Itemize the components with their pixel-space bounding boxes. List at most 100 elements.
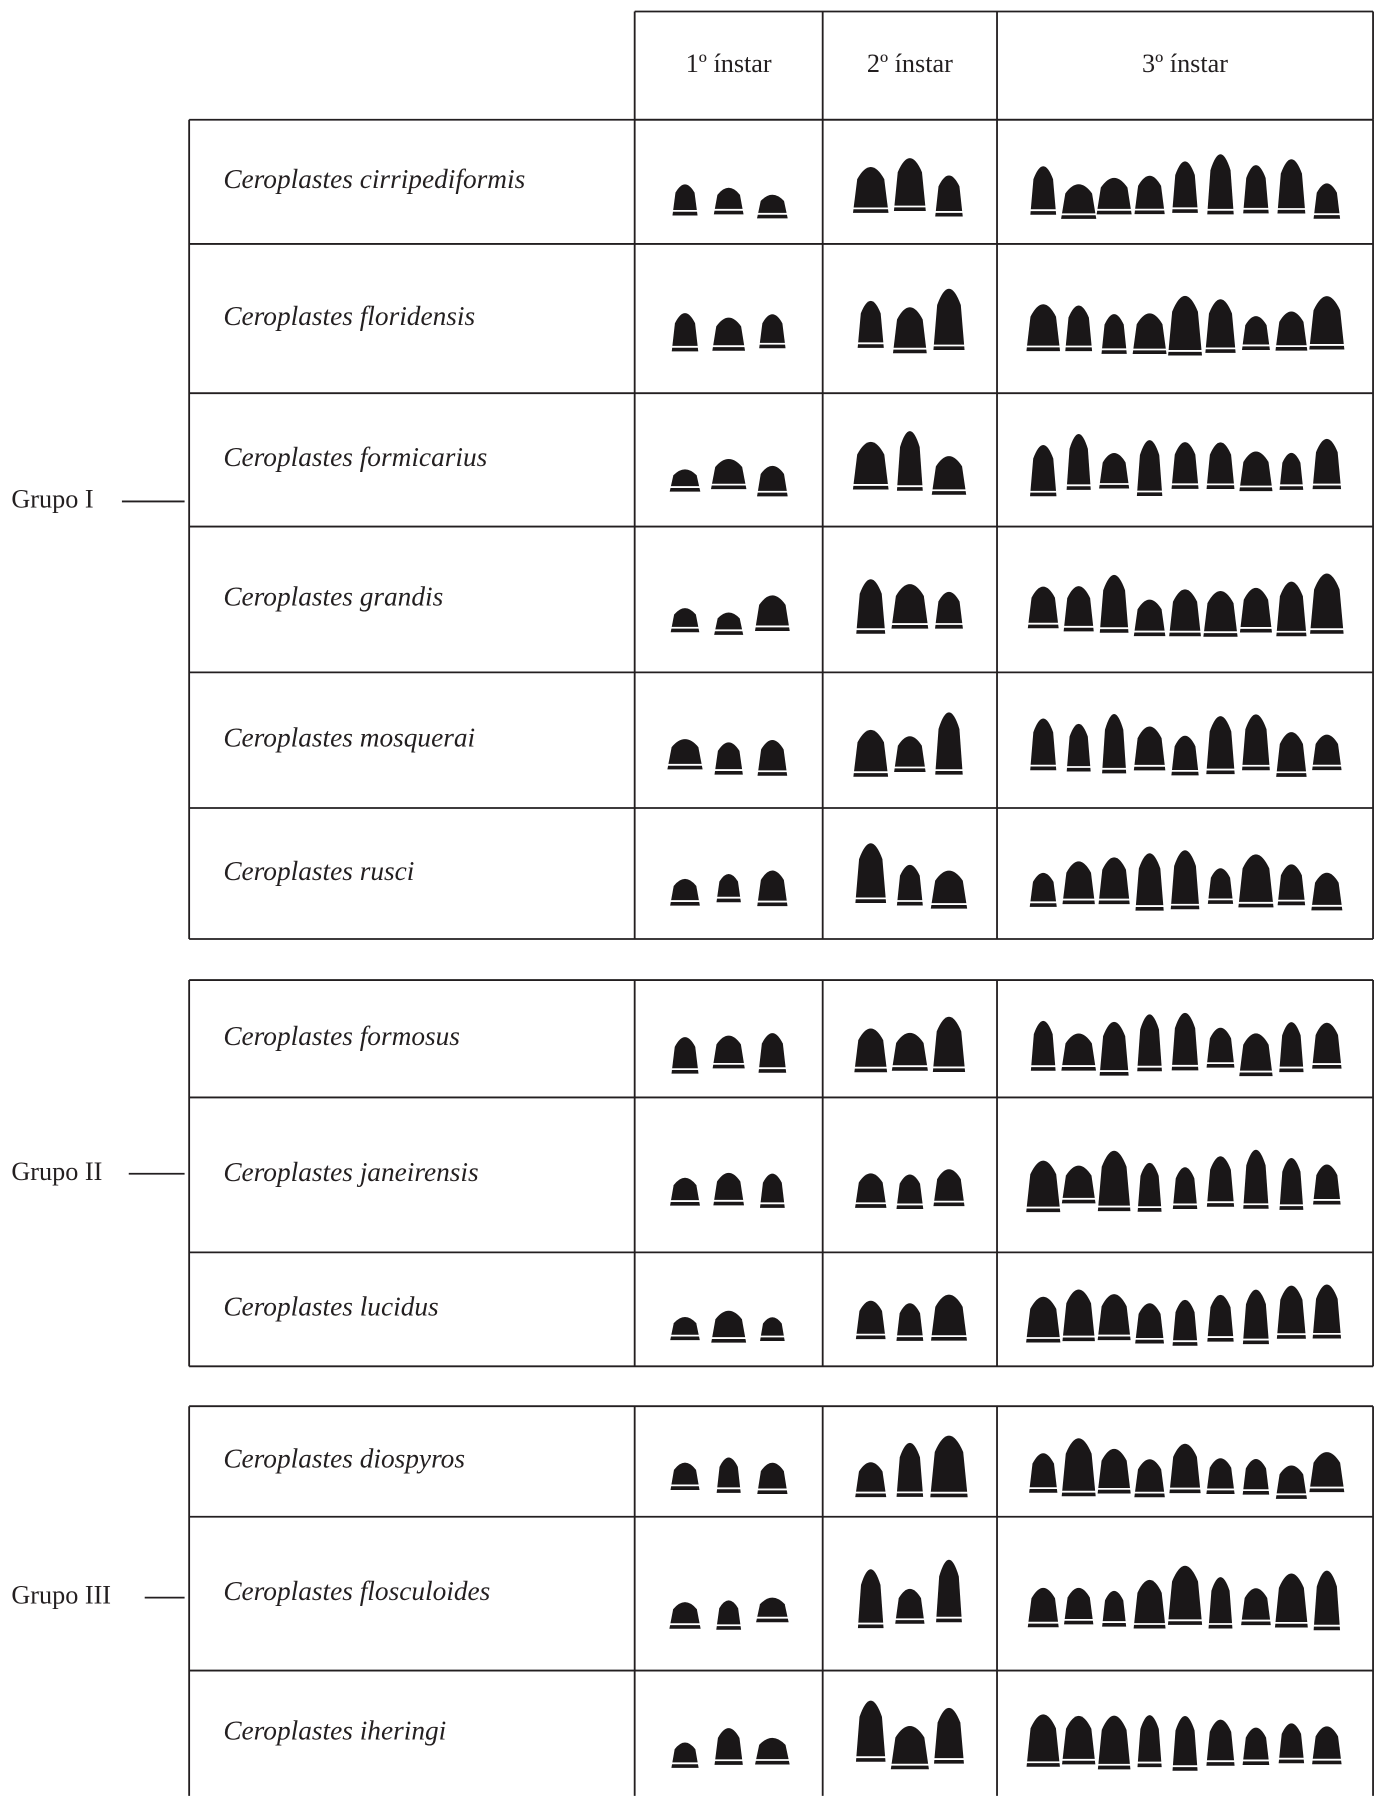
- seta: [933, 1169, 965, 1207]
- seta: [1241, 316, 1270, 351]
- seta: [1134, 175, 1165, 215]
- seta: [1242, 1458, 1270, 1495]
- seta: [1061, 1165, 1096, 1204]
- seta: [1097, 1150, 1131, 1212]
- seta: [671, 1742, 699, 1768]
- seta: [1279, 1022, 1304, 1073]
- seta: [1026, 1296, 1061, 1343]
- seta: [670, 1177, 700, 1206]
- species-name: Ceroplastes floridensis: [223, 301, 475, 331]
- seta: [1207, 868, 1234, 904]
- seta: [935, 712, 963, 775]
- seta: [1309, 1452, 1345, 1493]
- species-name: Ceroplastes formosus: [223, 1021, 460, 1051]
- seta: [853, 729, 889, 777]
- seta: [670, 1462, 700, 1490]
- seta: [1171, 1012, 1199, 1071]
- seta: [1312, 1284, 1342, 1339]
- seta: [1063, 586, 1094, 632]
- seta: [935, 591, 963, 629]
- species-name: Ceroplastes rusci: [223, 856, 414, 886]
- seta: [1311, 872, 1343, 911]
- seta: [1275, 311, 1308, 351]
- seta: [1313, 183, 1341, 219]
- seta: [1065, 305, 1093, 352]
- seta: [714, 612, 744, 635]
- seta: [1135, 853, 1164, 911]
- seta: [759, 1173, 785, 1208]
- seta: [1242, 1727, 1270, 1765]
- seta: [896, 1303, 924, 1341]
- seta: [1277, 159, 1306, 214]
- seta: [1101, 314, 1127, 354]
- seta: [1274, 1573, 1308, 1628]
- table-text: 1º ínstar 2º ínstar 3º ínstar Grupo I Ceropl…: [11, 49, 1228, 1745]
- column-header: 2º ínstar: [867, 49, 953, 78]
- seta: [855, 1300, 886, 1340]
- seta: [1312, 734, 1342, 771]
- seta: [1061, 184, 1097, 219]
- seta: [1239, 451, 1273, 492]
- seta: [896, 864, 923, 906]
- seta: [1066, 434, 1091, 490]
- seta: [1206, 1719, 1235, 1766]
- seta: [852, 166, 889, 213]
- seta: [669, 469, 701, 492]
- group-label: Grupo III: [11, 1581, 111, 1610]
- seta: [1167, 1565, 1203, 1625]
- seta: [935, 175, 963, 217]
- seta: [716, 1457, 741, 1493]
- seta: [893, 158, 926, 212]
- seta: [1137, 1162, 1162, 1212]
- column-header: 1º ínstar: [686, 49, 772, 78]
- seta: [932, 1016, 966, 1073]
- seta: [1030, 1020, 1056, 1071]
- seta: [1099, 453, 1130, 489]
- seta: [1029, 872, 1057, 907]
- seta: [895, 1588, 925, 1624]
- species-name: Ceroplastes flosculoides: [223, 1576, 490, 1606]
- seta: [1172, 1299, 1198, 1346]
- species-name: Ceroplastes janeirensis: [223, 1157, 478, 1187]
- seta: [1133, 1579, 1166, 1629]
- seta: [1203, 591, 1238, 637]
- seta: [936, 1559, 962, 1623]
- seta: [1243, 165, 1269, 214]
- seta: [713, 1172, 745, 1206]
- seta: [1312, 438, 1342, 490]
- seta: [1239, 1033, 1273, 1077]
- seta: [855, 1700, 886, 1762]
- seta: [891, 584, 929, 629]
- seta: [1241, 1588, 1271, 1626]
- seta: [716, 1600, 742, 1630]
- seta: [1133, 599, 1166, 637]
- seta: [1136, 440, 1163, 497]
- seta: [1206, 442, 1235, 489]
- seta: [1133, 726, 1166, 771]
- seta: [1172, 161, 1198, 213]
- seta: [1096, 177, 1132, 215]
- seta: [1027, 1587, 1059, 1628]
- seta: [1309, 296, 1345, 350]
- seta: [1169, 589, 1201, 637]
- seta: [1238, 854, 1274, 908]
- seta: [931, 456, 967, 495]
- seta: [1026, 1160, 1061, 1213]
- seta: [757, 870, 788, 907]
- seta: [1205, 299, 1236, 353]
- species-name: Ceroplastes mosquerai: [223, 722, 475, 752]
- seta: [1062, 861, 1095, 905]
- seta: [857, 1569, 884, 1629]
- seta: [1206, 1027, 1235, 1068]
- seta: [1277, 864, 1306, 906]
- seta: [757, 465, 788, 497]
- seta: [1030, 718, 1057, 771]
- seta: [1242, 1289, 1269, 1345]
- seta: [1132, 313, 1167, 355]
- seta: [755, 595, 790, 632]
- seta: [1169, 1443, 1201, 1494]
- seta: [1062, 1289, 1095, 1342]
- seta: [757, 194, 788, 219]
- seta: [1168, 295, 1202, 356]
- seta: [1313, 1164, 1341, 1205]
